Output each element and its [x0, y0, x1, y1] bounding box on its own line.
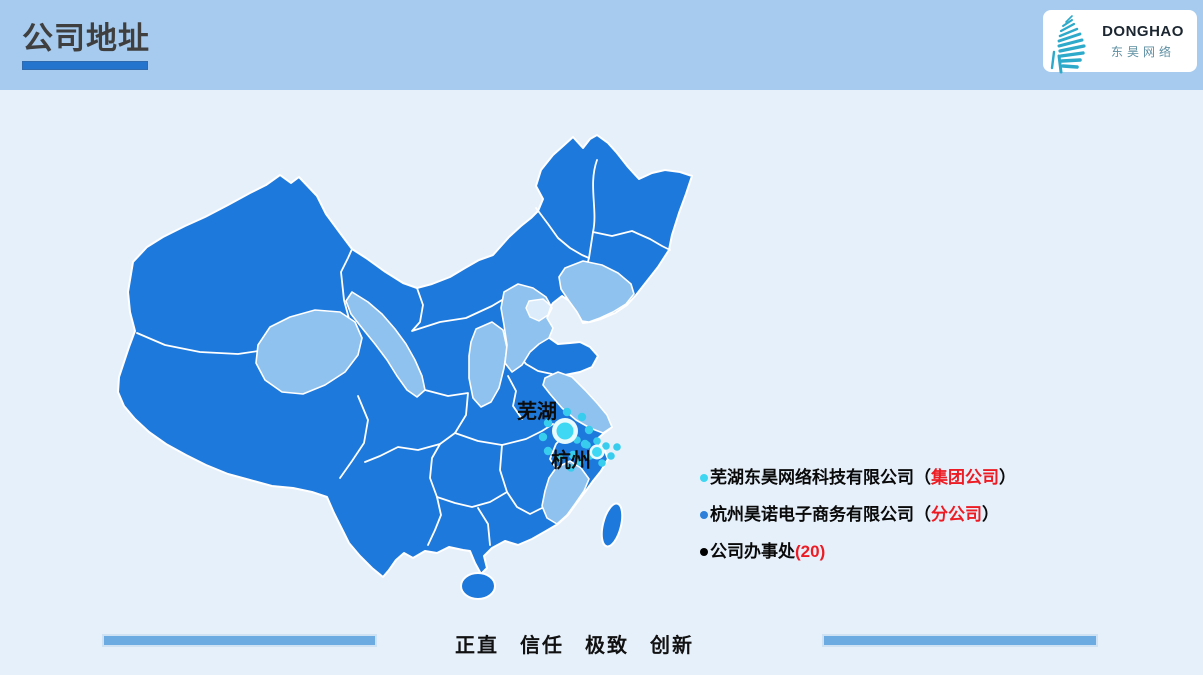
legend-item-offices: 公司办事处(20): [700, 542, 1016, 562]
highlight-provinces: [255, 260, 635, 525]
province-fujian: [541, 460, 590, 525]
company-logo: DONGHAO 东昊网络: [1043, 10, 1197, 74]
legend-bullet-blue: [700, 511, 708, 519]
marker-wuhu: [552, 418, 578, 444]
footer-bar-left: [102, 634, 377, 647]
company-motto: 正直 信任 极致 创新: [455, 629, 694, 658]
feather-fan-icon: [1050, 15, 1086, 74]
logo-wordmark: DONGHAO: [1102, 23, 1184, 40]
marker-hangzhou: [589, 444, 605, 460]
province-liaoning: [558, 260, 635, 323]
motto-word: 信任: [520, 635, 564, 657]
motto-word: 创新: [650, 635, 694, 657]
legend-item-branch-company: 杭州昊诺电子商务有限公司（分公司）: [700, 505, 1016, 525]
label-wuhu: 芜湖: [517, 399, 557, 423]
logo-subtitle: 东昊网络: [1110, 45, 1175, 59]
legend-item-label: 芜湖东昊网络科技有限公司（集团公司）: [710, 468, 1016, 487]
province-gansu: [345, 291, 426, 398]
motto-word: 极致: [585, 635, 629, 657]
taiwan-island: [600, 502, 624, 548]
map-legend: 芜湖东昊网络科技有限公司（集团公司） 杭州昊诺电子商务有限公司（分公司） 公司办…: [700, 468, 1016, 579]
footer-bar-right: [822, 634, 1098, 647]
hainan-island: [460, 572, 496, 600]
legend-bullet-cyan: [700, 474, 708, 482]
logo-text: DONGHAO 东昊网络: [1093, 23, 1193, 60]
motto-word: 正直: [455, 635, 499, 657]
province-borders: [136, 159, 671, 546]
legend-item-label: 公司办事处(20): [710, 542, 826, 561]
header-band: 公司地址 DONGH: [0, 0, 1203, 90]
province-jiangsu: [542, 371, 613, 434]
office-dots: [538, 407, 621, 472]
page-title: 公司地址: [22, 21, 150, 56]
province-beijing: [525, 298, 552, 322]
label-hangzhou: 杭州: [551, 448, 591, 472]
legend-bullet-black: [700, 548, 708, 556]
legend-item-label: 杭州昊诺电子商务有限公司（分公司）: [710, 505, 999, 524]
province-qinghai: [255, 309, 363, 395]
legend-item-group-company: 芜湖东昊网络科技有限公司（集团公司）: [700, 468, 1016, 488]
title-underline: [22, 61, 148, 70]
province-shanxi: [468, 321, 508, 408]
